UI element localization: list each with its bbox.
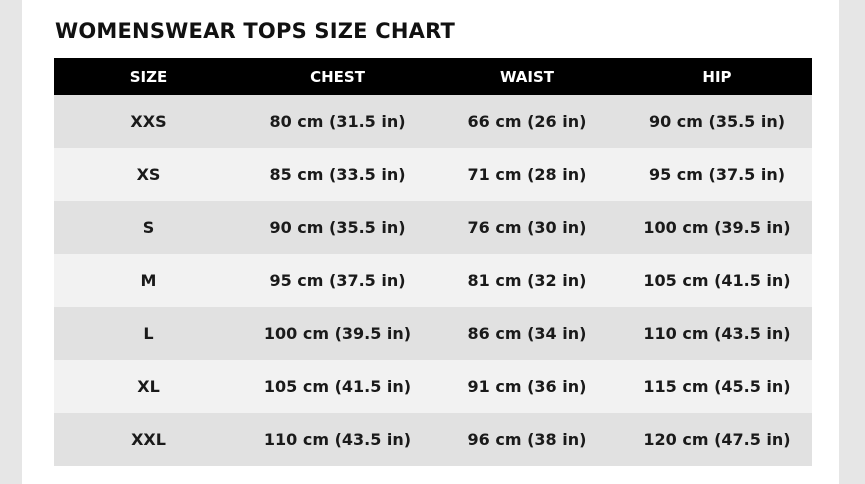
cell-size: S	[54, 201, 243, 254]
cell-chest: 105 cm (41.5 in)	[243, 360, 432, 413]
cell-hip: 105 cm (41.5 in)	[622, 254, 812, 307]
cell-waist: 71 cm (28 in)	[432, 148, 622, 201]
table-row: XL 105 cm (41.5 in) 91 cm (36 in) 115 cm…	[54, 360, 812, 413]
cell-waist: 96 cm (38 in)	[432, 413, 622, 466]
cell-size: XXL	[54, 413, 243, 466]
cell-waist: 76 cm (30 in)	[432, 201, 622, 254]
cell-waist: 86 cm (34 in)	[432, 307, 622, 360]
cell-hip: 110 cm (43.5 in)	[622, 307, 812, 360]
cell-waist: 66 cm (26 in)	[432, 95, 622, 148]
cell-chest: 100 cm (39.5 in)	[243, 307, 432, 360]
header-size: SIZE	[54, 58, 243, 95]
cell-chest: 85 cm (33.5 in)	[243, 148, 432, 201]
cell-chest: 80 cm (31.5 in)	[243, 95, 432, 148]
cell-chest: 110 cm (43.5 in)	[243, 413, 432, 466]
cell-hip: 90 cm (35.5 in)	[622, 95, 812, 148]
cell-waist: 91 cm (36 in)	[432, 360, 622, 413]
table-row: XXL 110 cm (43.5 in) 96 cm (38 in) 120 c…	[54, 413, 812, 466]
table-row: XS 85 cm (33.5 in) 71 cm (28 in) 95 cm (…	[54, 148, 812, 201]
size-chart-card: WOMENSWEAR TOPS SIZE CHART SIZE CHEST WA…	[22, 0, 839, 484]
page-title: WOMENSWEAR TOPS SIZE CHART	[55, 19, 456, 43]
cell-size: XS	[54, 148, 243, 201]
cell-hip: 100 cm (39.5 in)	[622, 201, 812, 254]
cell-hip: 95 cm (37.5 in)	[622, 148, 812, 201]
table-row: XXS 80 cm (31.5 in) 66 cm (26 in) 90 cm …	[54, 95, 812, 148]
cell-size: XXS	[54, 95, 243, 148]
cell-chest: 95 cm (37.5 in)	[243, 254, 432, 307]
cell-hip: 115 cm (45.5 in)	[622, 360, 812, 413]
cell-size: XL	[54, 360, 243, 413]
cell-chest: 90 cm (35.5 in)	[243, 201, 432, 254]
header-waist: WAIST	[432, 58, 622, 95]
cell-hip: 120 cm (47.5 in)	[622, 413, 812, 466]
table-row: L 100 cm (39.5 in) 86 cm (34 in) 110 cm …	[54, 307, 812, 360]
cell-waist: 81 cm (32 in)	[432, 254, 622, 307]
cell-size: M	[54, 254, 243, 307]
table-row: S 90 cm (35.5 in) 76 cm (30 in) 100 cm (…	[54, 201, 812, 254]
size-chart-table: SIZE CHEST WAIST HIP XXS 80 cm (31.5 in)…	[54, 58, 812, 466]
header-chest: CHEST	[243, 58, 432, 95]
cell-size: L	[54, 307, 243, 360]
table-row: M 95 cm (37.5 in) 81 cm (32 in) 105 cm (…	[54, 254, 812, 307]
table-header-row: SIZE CHEST WAIST HIP	[54, 58, 812, 95]
header-hip: HIP	[622, 58, 812, 95]
